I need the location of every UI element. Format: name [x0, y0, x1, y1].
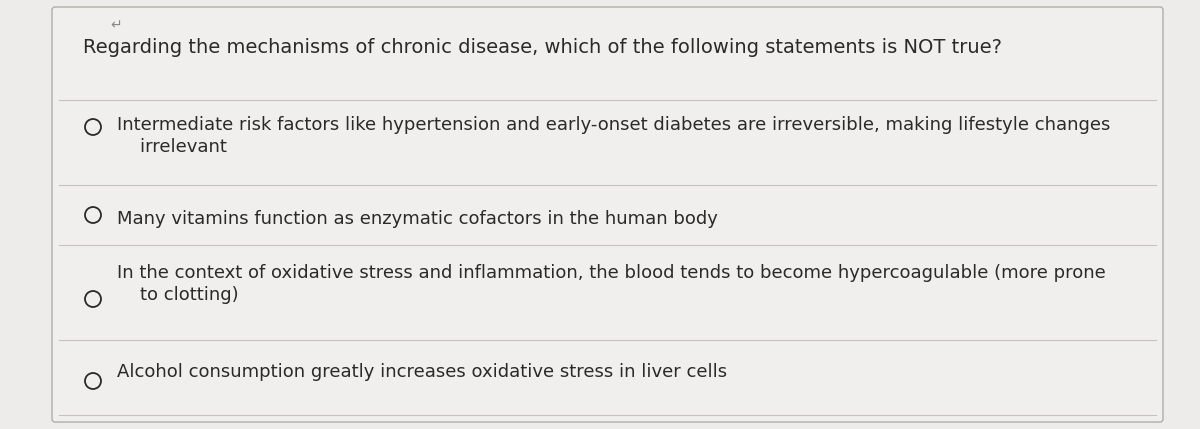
- Text: irrelevant: irrelevant: [118, 138, 227, 156]
- Text: Regarding the mechanisms of chronic disease, which of the following statements i: Regarding the mechanisms of chronic dise…: [83, 38, 1002, 57]
- Text: ↵: ↵: [110, 18, 121, 32]
- Text: In the context of oxidative stress and inflammation, the blood tends to become h: In the context of oxidative stress and i…: [118, 264, 1105, 282]
- Text: Many vitamins function as enzymatic cofactors in the human body: Many vitamins function as enzymatic cofa…: [118, 210, 718, 228]
- Text: Intermediate risk factors like hypertension and early-onset diabetes are irrever: Intermediate risk factors like hypertens…: [118, 116, 1110, 134]
- FancyBboxPatch shape: [52, 7, 1163, 422]
- Text: to clotting): to clotting): [118, 286, 239, 304]
- Text: Alcohol consumption greatly increases oxidative stress in liver cells: Alcohol consumption greatly increases ox…: [118, 363, 727, 381]
